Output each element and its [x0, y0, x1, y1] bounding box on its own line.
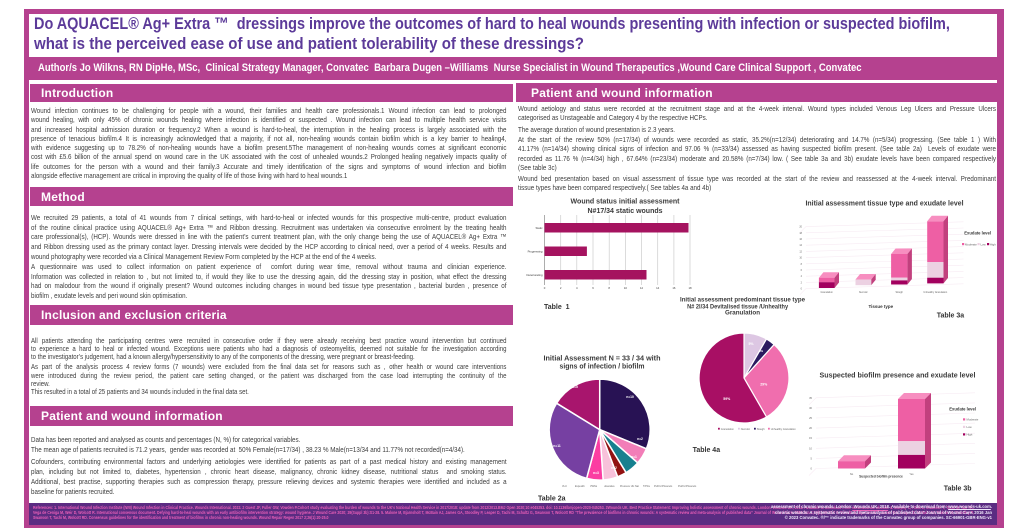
svg-text:Tissue type: Tissue type: [868, 304, 893, 309]
svg-text:Wound status initial assessmen: Wound status initial assessment: [571, 197, 680, 206]
svg-text:Unhealthy Granulation: Unhealthy Granulation: [923, 291, 947, 294]
svg-text:2: 2: [801, 281, 803, 284]
svg-text:12: 12: [799, 250, 802, 253]
svg-text:Table 3a: Table 3a: [937, 313, 965, 320]
svg-text:4: 4: [576, 286, 578, 290]
svg-text:5%: 5%: [748, 342, 754, 346]
svg-text:Initial assessment predominant: Initial assessment predominant tissue ty…: [680, 297, 805, 304]
svg-text:signs of infection / biofilm: signs of infection / biofilm: [560, 361, 645, 370]
svg-text:Expestib: Expestib: [575, 485, 585, 488]
svg-text:Granulation: Granulation: [725, 310, 760, 317]
svg-text:VLU: VLU: [562, 485, 567, 488]
svg-text:15: 15: [809, 436, 812, 440]
svg-text:Moderate: Moderate: [967, 418, 979, 422]
svg-text:N# 2l/34 Devitalised tissue /U: N# 2l/34 Devitalised tissue /Unhealthy: [687, 304, 788, 311]
svg-text:12: 12: [640, 286, 644, 290]
svg-text:Table 2a: Table 2a: [538, 496, 566, 503]
svg-text:10: 10: [809, 446, 812, 450]
svg-text:Granulation: Granulation: [721, 428, 735, 431]
svg-text:PsbVd Plssurels: PsbVd Plssurels: [654, 485, 673, 488]
svg-text:14: 14: [656, 286, 660, 290]
svg-text:n=5: n=5: [572, 385, 578, 389]
svg-text:8: 8: [801, 263, 803, 266]
svg-text:Low: Low: [981, 242, 987, 246]
svg-text:ulcerative: ulcerative: [604, 485, 615, 488]
svg-text:8: 8: [608, 286, 610, 290]
svg-text:29%: 29%: [760, 383, 768, 387]
svg-text:Static: Static: [536, 226, 544, 230]
svg-text:n=11: n=11: [553, 444, 561, 448]
svg-text:Necrotic: Necrotic: [741, 428, 751, 431]
svg-text:0: 0: [811, 467, 813, 471]
svg-text:25: 25: [809, 416, 812, 420]
svg-text:Yes: Yes: [909, 472, 914, 476]
svg-text:20: 20: [809, 426, 812, 430]
svg-text:Exudate level: Exudate level: [964, 231, 991, 236]
svg-text:PsdVd Plssurels: PsdVd Plssurels: [678, 485, 697, 488]
svg-text:0: 0: [801, 288, 803, 291]
svg-text:Unhealthy Granulation: Unhealthy Granulation: [771, 428, 796, 431]
svg-text:16: 16: [799, 238, 802, 241]
svg-text:Exudate level: Exudate level: [949, 407, 976, 412]
svg-text:Necrotic: Necrotic: [859, 291, 869, 294]
svg-text:N#17/34 static wounds: N#17/34 static wounds: [588, 206, 663, 215]
svg-text:Table 1: Table 1: [544, 304, 570, 311]
svg-text:Initial assessment tissue type: Initial assessment tissue type and exuda…: [806, 199, 964, 208]
svg-text:10: 10: [624, 286, 628, 290]
svg-text:Initial Assessment N = 33 / 34: Initial Assessment N = 33 / 34 with: [544, 353, 661, 362]
svg-text:Suspected biofilm presence and: Suspected biofilm presence and exudate l…: [820, 371, 976, 380]
svg-text:Table 4a: Table 4a: [693, 447, 721, 454]
svg-text:No: No: [850, 472, 854, 476]
svg-text:2: 2: [560, 286, 562, 290]
svg-text:18: 18: [688, 286, 692, 290]
svg-text:16: 16: [672, 286, 676, 290]
svg-text:Progressing: Progressing: [528, 250, 543, 254]
svg-text:n=3: n=3: [593, 471, 599, 475]
svg-text:0: 0: [544, 286, 546, 290]
svg-text:6: 6: [801, 269, 803, 272]
svg-text:High: High: [990, 242, 996, 246]
svg-text:n=10: n=10: [626, 395, 634, 399]
svg-text:VWNs: VWNs: [590, 485, 598, 488]
svg-text:6: 6: [592, 286, 594, 290]
svg-text:3%: 3%: [759, 349, 764, 353]
svg-text:Pressure Ulc Nat: Pressure Ulc Nat: [620, 485, 639, 488]
svg-text:T/Plsv: T/Plsv: [643, 485, 651, 488]
svg-text:5: 5: [811, 456, 813, 460]
svg-text:10: 10: [799, 257, 802, 260]
svg-text:n=2: n=2: [611, 466, 617, 470]
svg-text:Moderate: Moderate: [965, 242, 977, 246]
svg-text:18: 18: [799, 232, 802, 235]
svg-text:Slough: Slough: [895, 291, 903, 294]
svg-text:Low: Low: [967, 425, 973, 429]
svg-text:Deteriorating: Deteriorating: [526, 273, 542, 277]
svg-text:Granulation: Granulation: [821, 291, 834, 294]
svg-text:Slough: Slough: [757, 428, 765, 431]
svg-text:Table 3b: Table 3b: [944, 486, 972, 493]
svg-text:30: 30: [809, 406, 812, 410]
svg-text:59%: 59%: [723, 397, 731, 401]
svg-text:35: 35: [809, 396, 812, 400]
svg-text:n=1: n=1: [631, 455, 637, 459]
svg-text:4: 4: [801, 275, 803, 278]
svg-text:High: High: [967, 433, 973, 437]
svg-text:n=2: n=2: [637, 437, 643, 441]
svg-text:20: 20: [799, 226, 802, 229]
svg-text:Suspected biofilm presence: Suspected biofilm presence: [859, 475, 903, 479]
svg-text:14: 14: [799, 244, 802, 247]
